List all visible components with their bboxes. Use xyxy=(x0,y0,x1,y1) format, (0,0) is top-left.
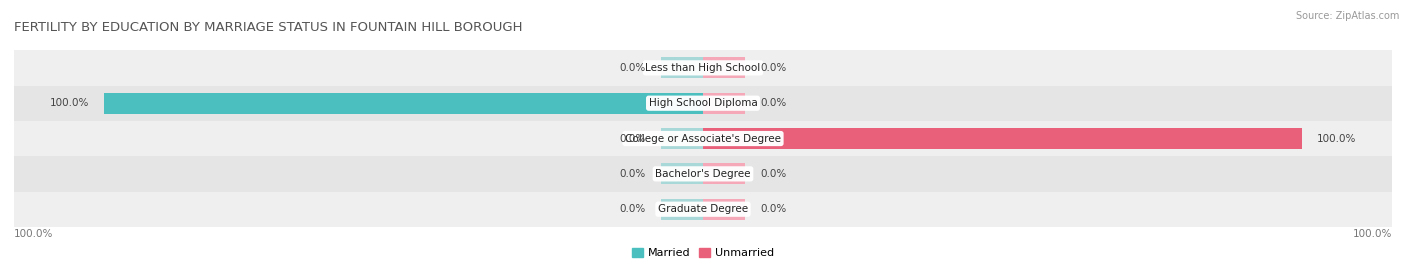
Text: Bachelor's Degree: Bachelor's Degree xyxy=(655,169,751,179)
Bar xyxy=(14,50,1392,86)
Text: Source: ZipAtlas.com: Source: ZipAtlas.com xyxy=(1295,11,1399,21)
Bar xyxy=(14,156,1392,192)
Legend: Married, Unmarried: Married, Unmarried xyxy=(627,243,779,263)
Bar xyxy=(703,199,745,220)
Bar xyxy=(703,163,745,185)
Text: 0.0%: 0.0% xyxy=(620,133,647,144)
Text: 100.0%: 100.0% xyxy=(49,98,89,108)
Text: 0.0%: 0.0% xyxy=(759,98,786,108)
Text: 0.0%: 0.0% xyxy=(759,169,786,179)
Bar xyxy=(703,128,1302,149)
Text: Less than High School: Less than High School xyxy=(645,63,761,73)
Text: 0.0%: 0.0% xyxy=(759,204,786,214)
Text: FERTILITY BY EDUCATION BY MARRIAGE STATUS IN FOUNTAIN HILL BOROUGH: FERTILITY BY EDUCATION BY MARRIAGE STATU… xyxy=(14,21,523,34)
Bar xyxy=(661,199,703,220)
Text: 100.0%: 100.0% xyxy=(14,229,53,239)
Bar xyxy=(703,57,745,79)
Text: 0.0%: 0.0% xyxy=(620,204,647,214)
Text: 0.0%: 0.0% xyxy=(620,63,647,73)
Bar xyxy=(703,93,745,114)
Bar xyxy=(661,163,703,185)
Text: Graduate Degree: Graduate Degree xyxy=(658,204,748,214)
Bar xyxy=(14,121,1392,156)
Text: 100.0%: 100.0% xyxy=(1353,229,1392,239)
Bar xyxy=(104,93,703,114)
Bar xyxy=(661,57,703,79)
Bar xyxy=(14,192,1392,227)
Text: 0.0%: 0.0% xyxy=(620,169,647,179)
Text: 100.0%: 100.0% xyxy=(1317,133,1357,144)
Bar xyxy=(661,128,703,149)
Text: 0.0%: 0.0% xyxy=(759,63,786,73)
Bar xyxy=(14,86,1392,121)
Text: College or Associate's Degree: College or Associate's Degree xyxy=(626,133,780,144)
Text: High School Diploma: High School Diploma xyxy=(648,98,758,108)
